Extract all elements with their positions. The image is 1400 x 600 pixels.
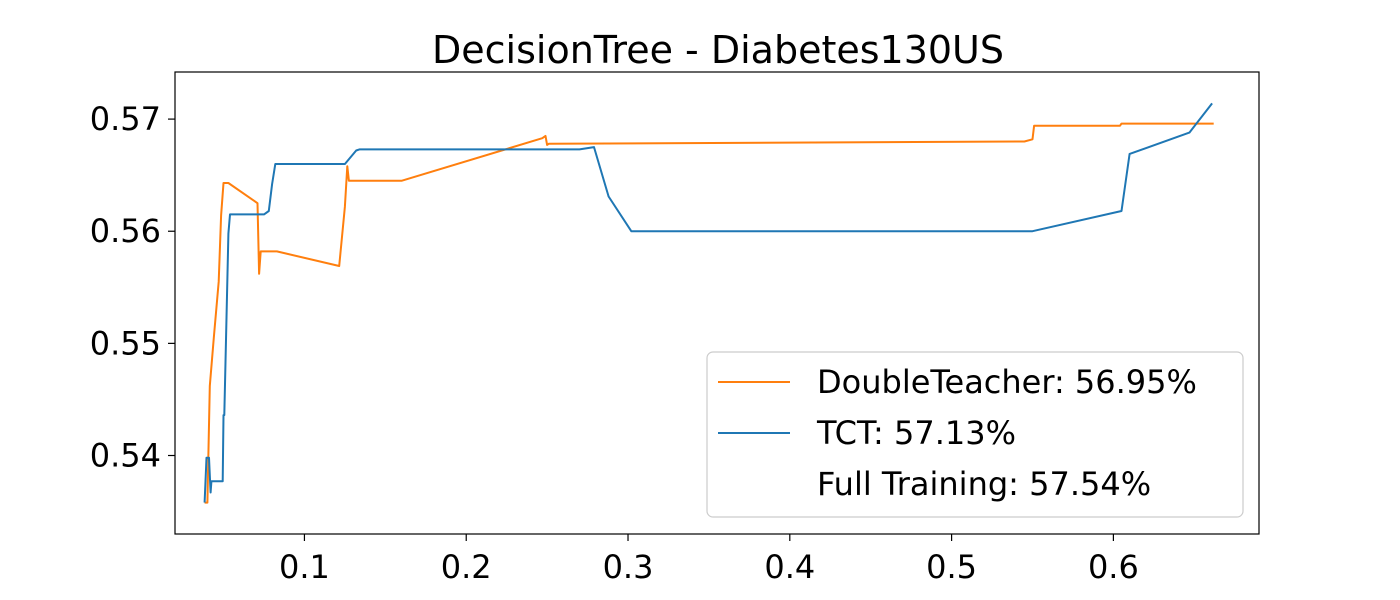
- legend-entry-1: TCT: 57.13%: [816, 414, 1016, 452]
- x-tick-label: 0.5: [926, 548, 977, 586]
- series-line-1: [203, 102, 1213, 503]
- legend-entry-2: Full Training: 57.54%: [817, 465, 1151, 503]
- y-tick-label: 0.54: [90, 437, 161, 475]
- legend-frame: [706, 351, 1244, 518]
- plot-frame: [174, 71, 1260, 535]
- chart-title: DecisionTree - Diabetes130US: [432, 28, 1004, 72]
- x-axis: 0.1 0.2 0.3 0.4 0.5 0.6: [279, 534, 1139, 586]
- x-tick-label: 0.4: [764, 548, 815, 586]
- y-tick-label: 0.57: [90, 100, 161, 138]
- series-line-0: [204, 122, 1214, 504]
- legend: DoubleTeacher: 56.95% TCT: 57.13% Full Tra…: [706, 351, 1244, 518]
- y-tick-label: 0.56: [90, 212, 161, 250]
- y-axis: 0.54 0.55 0.56 0.57: [90, 100, 175, 475]
- x-tick-label: 0.6: [1088, 548, 1139, 586]
- x-tick-label: 0.3: [603, 548, 654, 586]
- y-tick-label: 0.55: [90, 324, 161, 362]
- x-tick-label: 0.1: [279, 548, 330, 586]
- legend-entry-0: DoubleTeacher: 56.95%: [817, 363, 1197, 401]
- x-tick-label: 0.2: [441, 548, 492, 586]
- series-lines: [203, 102, 1214, 504]
